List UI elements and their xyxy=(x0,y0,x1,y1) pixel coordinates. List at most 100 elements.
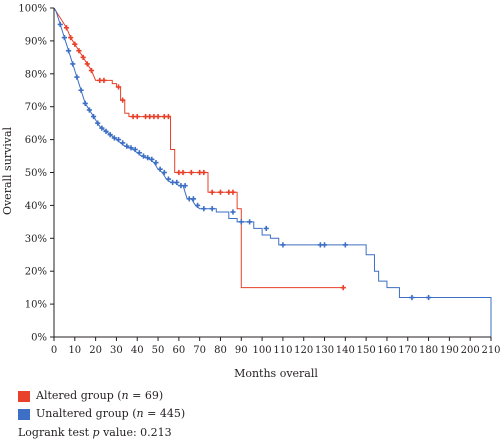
altered-censor-mark xyxy=(180,169,186,176)
unaltered-censor-mark xyxy=(153,160,159,166)
x-tick-label: 40 xyxy=(131,345,144,356)
unaltered-censor-mark xyxy=(61,35,68,41)
unaltered-censor-mark xyxy=(132,146,138,153)
x-tick-label: 90 xyxy=(235,345,248,356)
unaltered-censor-mark xyxy=(120,140,126,146)
unaltered-censor-mark xyxy=(230,209,236,215)
y-tick-label: 50% xyxy=(25,168,47,179)
y-tick-label: 20% xyxy=(25,267,47,278)
altered-censor-mark xyxy=(217,189,224,195)
unaltered-censor-mark xyxy=(136,150,142,156)
altered-censor-mark xyxy=(188,169,194,176)
unaltered-censor-mark xyxy=(140,153,147,159)
x-tick-label: 50 xyxy=(152,345,165,356)
altered-censor-mark xyxy=(63,25,70,31)
altered-censor-mark xyxy=(209,189,215,195)
y-tick-label: 90% xyxy=(25,36,47,47)
y-tick-label: 40% xyxy=(25,201,47,212)
unaltered-censor-mark xyxy=(194,202,201,208)
logrank-text: Logrank test p value: 0.213 xyxy=(18,426,172,439)
altered-censor-mark xyxy=(68,35,74,41)
altered-censor-mark xyxy=(88,67,95,74)
unaltered-censor-mark xyxy=(149,156,155,162)
unaltered-censor-mark xyxy=(165,176,172,182)
unaltered-censor-mark xyxy=(409,294,415,301)
unaltered-censor-mark xyxy=(157,166,163,172)
unaltered-censor-mark xyxy=(190,196,197,202)
x-tick-label: 20 xyxy=(89,345,102,356)
legend-item-unaltered: Unaltered group (n = 445) xyxy=(18,405,185,423)
altered-censor-mark xyxy=(155,113,161,120)
unaltered-censor-mark xyxy=(263,225,269,232)
x-tick-label: 110 xyxy=(273,345,292,356)
altered-label: Altered group (n = 69) xyxy=(36,389,164,402)
altered-censor-mark xyxy=(165,113,172,120)
unaltered-censor-mark xyxy=(90,113,97,120)
unaltered-censor-mark xyxy=(182,183,188,189)
unaltered-censor-mark xyxy=(145,155,151,161)
y-tick-label: 0% xyxy=(31,333,47,344)
legend: Altered group (n = 69) Unaltered group (… xyxy=(18,387,185,442)
y-tick-label: 80% xyxy=(25,69,47,80)
unaltered-censor-mark xyxy=(238,219,244,225)
altered-censor-mark xyxy=(72,41,78,47)
x-tick-label: 120 xyxy=(294,345,313,356)
unaltered-censor-mark xyxy=(74,74,80,80)
y-tick-label: 10% xyxy=(25,300,47,311)
x-tick-label: 0 xyxy=(51,345,57,356)
altered-censor-mark xyxy=(230,189,236,195)
altered-censor-mark xyxy=(101,77,107,83)
unaltered-censor-mark xyxy=(161,169,167,176)
axes: 0% 10% 20% 30% 40% 50% 60% 70% 80% 90% 100% 0 10 20 30… xyxy=(18,4,500,357)
x-tick-label: 200 xyxy=(461,345,480,356)
unaltered-censor-mark xyxy=(99,125,105,131)
altered-censor-mark xyxy=(84,61,90,67)
unaltered-censor-mark xyxy=(95,120,101,126)
unaltered-censor-mark xyxy=(124,143,130,149)
unaltered-censor-mark xyxy=(65,48,72,54)
unaltered-censor-mark xyxy=(280,242,286,248)
unaltered-censor-mark xyxy=(107,132,113,138)
y-tick-label: 70% xyxy=(25,102,47,113)
plot-area xyxy=(53,7,492,337)
unaltered-censor-mark xyxy=(86,107,92,113)
x-tick-label: 70 xyxy=(193,345,206,356)
x-tick-label: 60 xyxy=(172,345,185,356)
unaltered-censor-mark xyxy=(174,179,180,185)
altered-censor-mark xyxy=(115,84,122,90)
unaltered-censor-mark xyxy=(128,145,134,151)
unaltered-censor-mark xyxy=(78,87,84,93)
altered-censor-mark xyxy=(340,285,346,291)
unaltered-censor-mark xyxy=(103,128,109,134)
unaltered-censor-mark xyxy=(209,206,215,212)
x-tick-label: 30 xyxy=(110,345,123,356)
y-tick-label: 30% xyxy=(25,234,47,245)
unaltered-swatch xyxy=(18,408,30,420)
x-tick-label: 100 xyxy=(253,345,272,356)
x-axis-title: Months overall xyxy=(234,367,318,380)
altered-survival-line xyxy=(53,7,346,289)
altered-censor-mark xyxy=(134,113,140,120)
altered-censor-mark xyxy=(120,97,126,103)
unaltered-censor-mark xyxy=(82,100,88,107)
y-tick-label: 60% xyxy=(25,135,47,146)
unaltered-censor-mark xyxy=(70,61,76,67)
unaltered-censor-mark xyxy=(115,137,122,143)
x-tick-label: 180 xyxy=(419,345,438,356)
unaltered-censor-mark xyxy=(247,219,253,225)
y-axis-title: Overall survival xyxy=(1,126,14,215)
unaltered-censor-mark xyxy=(57,21,63,28)
x-tick-label: 80 xyxy=(214,345,227,356)
x-tick-label: 160 xyxy=(377,345,396,356)
altered-censor-mark xyxy=(76,48,82,54)
unaltered-censor-mark xyxy=(201,206,207,212)
altered-censor-mark xyxy=(201,169,207,176)
x-tick-label: 210 xyxy=(481,345,500,356)
unaltered-censor-mark xyxy=(425,294,432,301)
x-tick-label: 10 xyxy=(68,345,81,356)
altered-censor-mark xyxy=(80,54,86,60)
unaltered-censor-mark xyxy=(321,242,328,248)
unaltered-label: Unaltered group (n = 445) xyxy=(36,407,186,420)
unaltered-censor-mark xyxy=(342,242,348,248)
x-tick-label: 140 xyxy=(336,345,355,356)
